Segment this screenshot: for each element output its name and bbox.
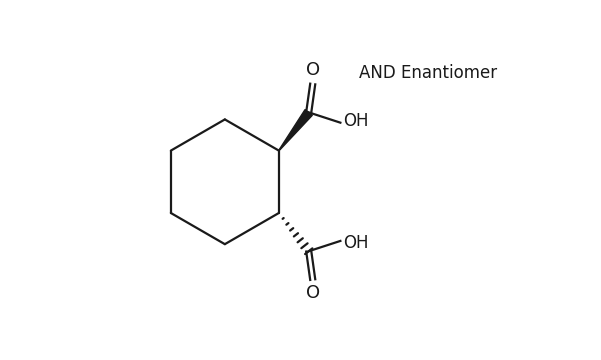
Text: OH: OH xyxy=(343,234,368,252)
Text: O: O xyxy=(306,284,320,302)
Text: OH: OH xyxy=(343,112,368,130)
Text: AND Enantiomer: AND Enantiomer xyxy=(359,64,497,82)
Text: O: O xyxy=(306,62,320,80)
Polygon shape xyxy=(279,109,313,151)
